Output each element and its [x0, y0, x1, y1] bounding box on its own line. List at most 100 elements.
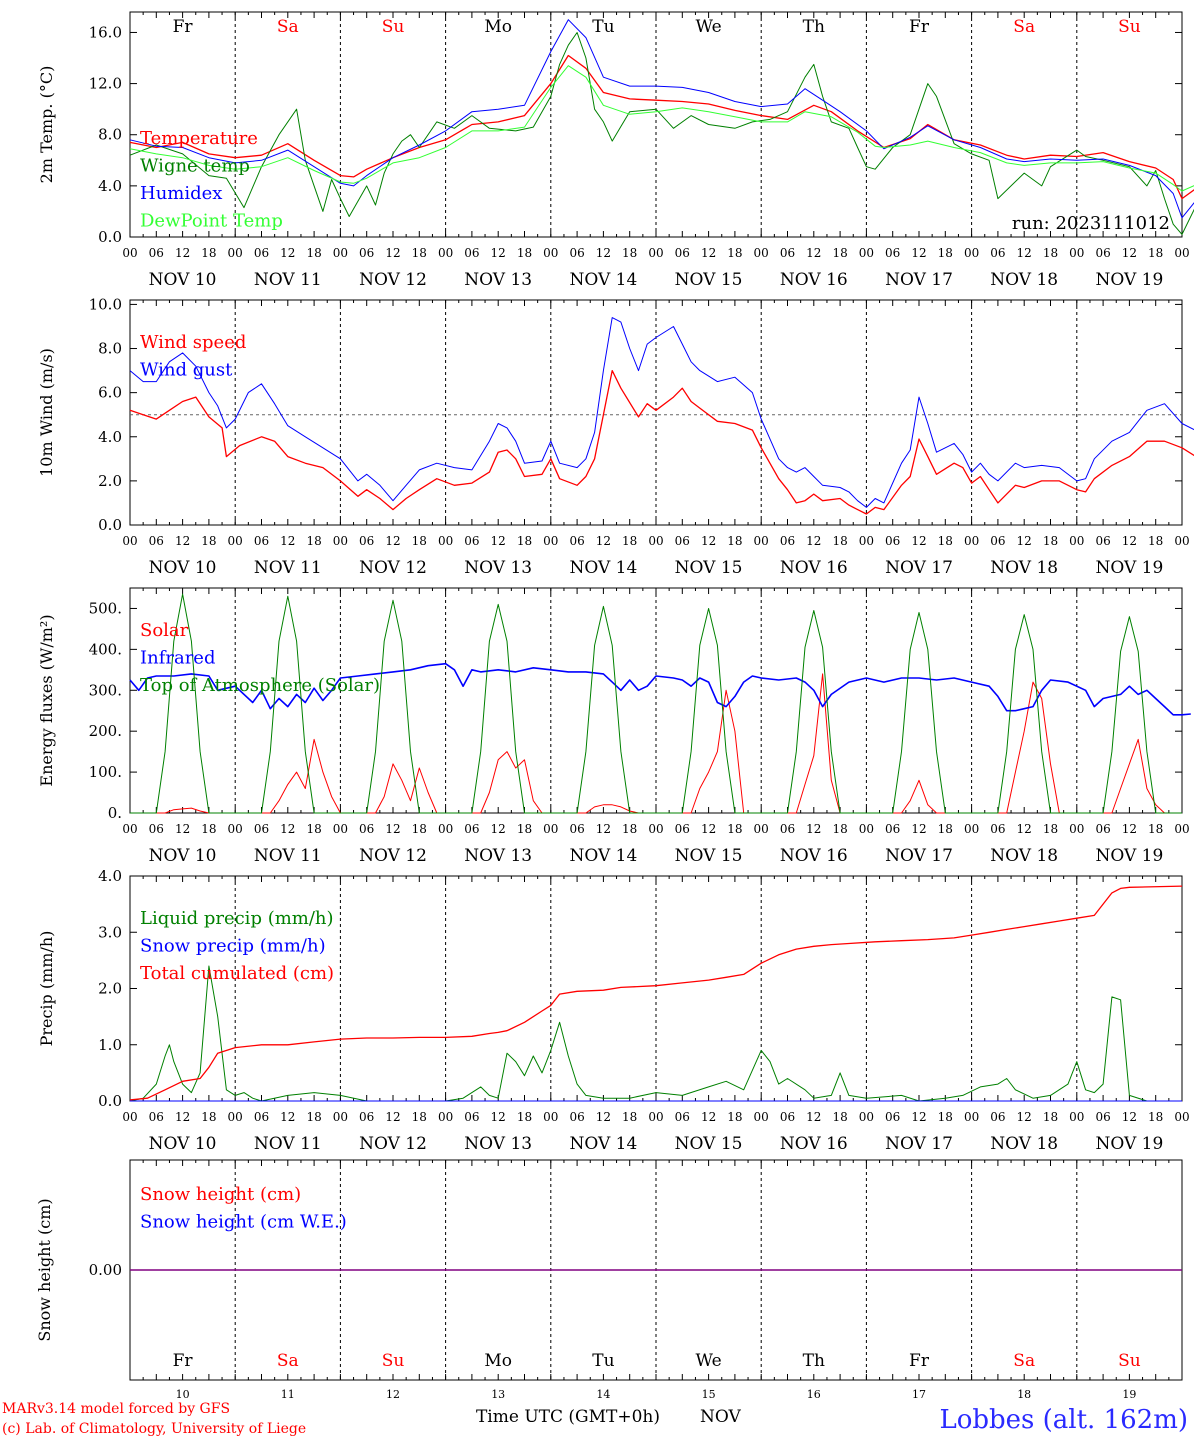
temperature-hour-label: 18 [938, 246, 953, 260]
energy-y-tick-label: 200. [89, 722, 122, 740]
precip-legend-entry: Snow precip (mm/h) [140, 936, 326, 957]
precip-hour-label: 06 [149, 1110, 164, 1124]
wind-hour-label: 12 [385, 534, 400, 548]
wind-y-tick-label: 2.0 [98, 472, 122, 490]
temperature-series-dewpoint-temp [129, 65, 1194, 192]
energy-hour-label: 00 [1069, 822, 1084, 836]
temperature-date-label: NOV 17 [885, 270, 953, 290]
energy-hour-label: 12 [175, 822, 190, 836]
energy-y-tick-label: 500. [89, 599, 122, 617]
energy-hour-label: 18 [201, 822, 216, 836]
snow-day-number: 14 [596, 1388, 610, 1401]
energy-hour-label: 06 [675, 822, 690, 836]
temperature-date-label: NOV 19 [1095, 270, 1163, 290]
wind-hour-label: 06 [1095, 534, 1110, 548]
wind-hour-label: 06 [675, 534, 690, 548]
energy-hour-label: 12 [911, 822, 926, 836]
energy-hour-label: 18 [306, 822, 321, 836]
temperature-legend-entry: Humidex [140, 183, 222, 204]
wind-hour-label: 00 [754, 534, 769, 548]
temperature-hour-label: 00 [228, 246, 243, 260]
temperature-series-humidex [129, 19, 1194, 219]
precip-hour-label: 18 [412, 1110, 427, 1124]
temperature-date-label: NOV 18 [990, 270, 1058, 290]
precip-series-liquid-precip-mm-h [129, 965, 1182, 1102]
precip-hour-label: 00 [543, 1110, 558, 1124]
temperature-hour-label: 18 [412, 246, 427, 260]
precip-hour-label: 12 [385, 1110, 400, 1124]
precip-hour-label: 00 [648, 1110, 663, 1124]
temperature-hour-label: 18 [727, 246, 742, 260]
temperature-hour-label: 06 [885, 246, 900, 260]
snow-day-number: 10 [176, 1388, 190, 1401]
snow-day-number: 19 [1122, 1388, 1136, 1401]
precip-hour-label: 06 [569, 1110, 584, 1124]
wind-date-label: NOV 19 [1095, 558, 1163, 578]
energy-hour-label: 12 [385, 822, 400, 836]
temperature-hour-label: 18 [517, 246, 532, 260]
wind-hour-label: 00 [859, 534, 874, 548]
wind-hour-label: 00 [1069, 534, 1084, 548]
temperature-hour-label: 12 [701, 246, 716, 260]
temperature-y-tick-label: 16.0 [89, 23, 122, 41]
precip-hour-label: 00 [859, 1110, 874, 1124]
precip-hour-label: 06 [1095, 1110, 1110, 1124]
precip-hour-label: 00 [754, 1110, 769, 1124]
wind-hour-label: 00 [543, 534, 558, 548]
wind-date-label: NOV 14 [569, 558, 637, 578]
temperature-hour-label: 06 [990, 246, 1005, 260]
wind-hour-label: 12 [911, 534, 926, 548]
wind-date-label: NOV 16 [780, 558, 848, 578]
energy-legend-entry: Solar [140, 620, 189, 641]
precip-date-label: NOV 15 [675, 1134, 743, 1154]
temperature-legend-entry: DewPoint Temp [140, 211, 283, 232]
energy-hour-label: 18 [622, 822, 637, 836]
x-axis-label: Time UTC (GMT+0h) [476, 1407, 660, 1427]
temperature-weekday-label: Su [382, 17, 405, 37]
temperature-hour-label: 06 [464, 246, 479, 260]
wind-hour-label: 18 [727, 534, 742, 548]
precip-date-label: NOV 17 [885, 1134, 953, 1154]
snow-y-tick-label: 0.00 [89, 1261, 122, 1279]
temperature-series-temperature [129, 54, 1194, 200]
temperature-hour-label: 06 [254, 246, 269, 260]
temperature-hour-label: 18 [306, 246, 321, 260]
wind-date-label: NOV 13 [464, 558, 532, 578]
precip-hour-label: 00 [1174, 1110, 1189, 1124]
energy-hour-label: 00 [333, 822, 348, 836]
precip-hour-label: 18 [201, 1110, 216, 1124]
snow-day-number: 15 [702, 1388, 716, 1401]
wind-hour-label: 18 [938, 534, 953, 548]
wind-hour-label: 12 [596, 534, 611, 548]
precip-hour-label: 00 [333, 1110, 348, 1124]
energy-hour-label: 00 [543, 822, 558, 836]
precip-hour-label: 12 [701, 1110, 716, 1124]
energy-hour-label: 06 [885, 822, 900, 836]
energy-hour-label: 06 [1095, 822, 1110, 836]
precip-hour-label: 00 [122, 1110, 137, 1124]
energy-series-solar [130, 673, 1182, 814]
temperature-legend-entry: Temperature [140, 128, 258, 149]
wind-hour-label: 00 [964, 534, 979, 548]
snow-weekday-label: We [696, 1351, 722, 1371]
precip-hour-label: 00 [438, 1110, 453, 1124]
temperature-y-tick-label: 8.0 [98, 126, 122, 144]
temperature-hour-label: 12 [280, 246, 295, 260]
energy-hour-label: 12 [596, 822, 611, 836]
precip-hour-label: 12 [596, 1110, 611, 1124]
precip-hour-label: 12 [911, 1110, 926, 1124]
energy-hour-label: 12 [280, 822, 295, 836]
wind-y-axis-label: 10m Wind (m/s) [37, 348, 56, 477]
energy-hour-label: 00 [648, 822, 663, 836]
energy-date-label: NOV 17 [885, 846, 953, 866]
wind-hour-label: 00 [228, 534, 243, 548]
snow-legend-entry: Snow height (cm W.E.) [140, 1212, 347, 1233]
precip-y-axis-label: Precip (mm/h) [37, 931, 56, 1047]
wind-hour-label: 06 [885, 534, 900, 548]
precip-hour-label: 12 [1122, 1110, 1137, 1124]
wind-hour-label: 18 [201, 534, 216, 548]
temperature-hour-label: 00 [648, 246, 663, 260]
temperature-hour-label: 00 [122, 246, 137, 260]
precip-hour-label: 18 [938, 1110, 953, 1124]
temperature-hour-label: 06 [359, 246, 374, 260]
